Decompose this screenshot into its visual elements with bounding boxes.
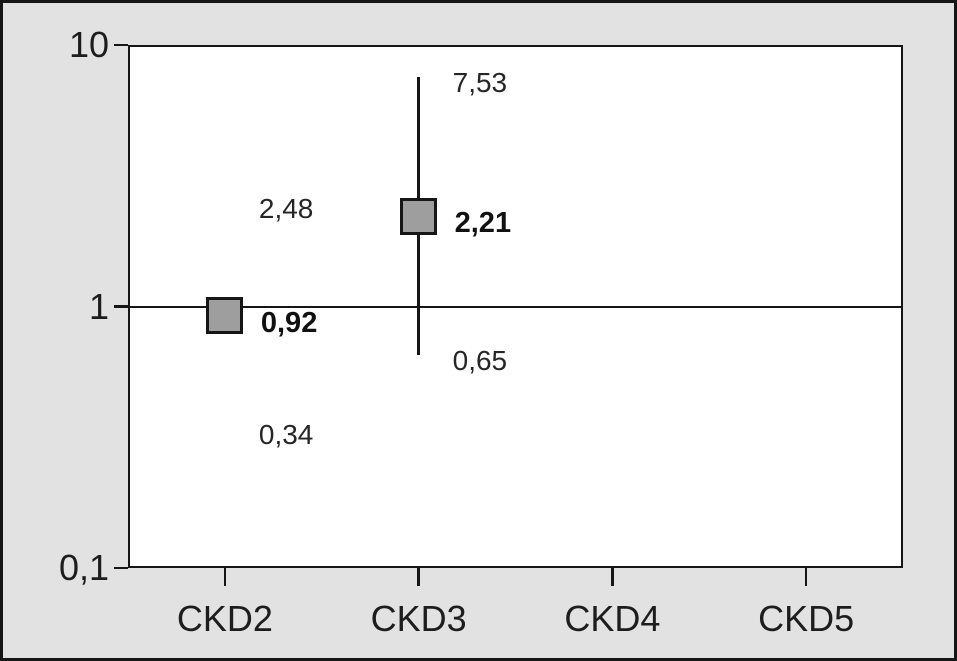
y-tick-label-10: 10: [68, 24, 109, 65]
x-axis-tick: [417, 568, 420, 586]
estimate-marker-ckd2: [206, 297, 244, 335]
y-axis-tick: [114, 566, 128, 570]
y-axis-tick: [114, 43, 128, 47]
x-tick-label-ckd3: CKD3: [370, 598, 467, 639]
ci-upper-label-ckd2: 2,48: [258, 193, 314, 225]
reference-line: [128, 305, 903, 308]
estimate-label-ckd2: 0,92: [260, 306, 318, 339]
x-axis-tick: [611, 568, 614, 586]
x-tick-label-ckd4: CKD4: [564, 598, 661, 639]
ci-upper-label-ckd3: 7,53: [452, 67, 508, 99]
x-axis-tick: [804, 568, 808, 586]
x-tick-label-ckd5: CKD5: [758, 598, 855, 639]
y-axis-tick: [114, 305, 128, 308]
x-axis-tick: [223, 568, 227, 586]
x-tick-label-ckd2: CKD2: [176, 598, 273, 639]
chart-layer: 10 1 0,1 CKD2 CKD3 CKD4 CKD5 2,48 0,34 0,92 7,53 0,…: [3, 3, 954, 658]
estimate-marker-ckd3: [400, 197, 438, 235]
y-tick-label-1: 1: [88, 285, 109, 327]
ci-lower-label-ckd3: 0,65: [452, 345, 508, 377]
y-tick-label-0_1: 0,1: [58, 547, 109, 588]
estimate-label-ckd3: 2,21: [454, 207, 512, 240]
ci-lower-label-ckd2: 0,34: [258, 419, 314, 451]
